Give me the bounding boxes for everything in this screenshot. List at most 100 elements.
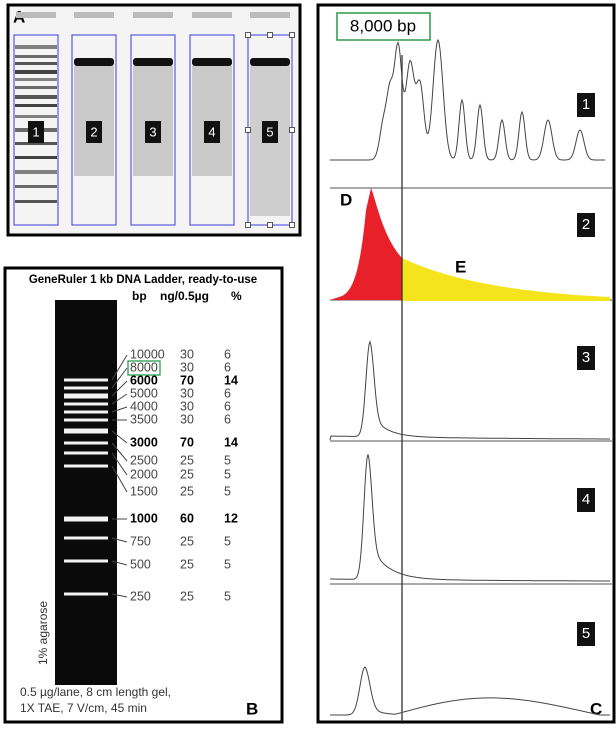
gel-band: [64, 387, 108, 390]
size-bp: 2000: [130, 467, 158, 481]
percent: 6: [224, 386, 231, 400]
ladder-band: [15, 200, 57, 203]
size-bp: 4000: [130, 399, 158, 413]
main-band: [250, 58, 290, 66]
size-bp: 5000: [130, 386, 158, 400]
percent: 5: [224, 484, 231, 498]
gel-band: [64, 411, 108, 414]
column-header: bp: [132, 289, 147, 303]
main-band: [133, 58, 173, 66]
size-bp: 1500: [130, 484, 158, 498]
size-bp: 8000: [130, 360, 158, 374]
ladder-band: [15, 170, 57, 174]
lane-well: [250, 12, 290, 18]
ladder-band: [15, 104, 57, 107]
lane-well: [133, 12, 173, 18]
figure: A GeneRuler 1 kb DNA Ladder, ready-to-us…: [0, 0, 616, 729]
ladder-gel: [55, 300, 117, 685]
gel-note: 1% agarose: [36, 601, 50, 665]
page: { "panel_a": {"label": "A", "lanes": ["1…: [0, 0, 616, 729]
peak-label: D: [340, 190, 352, 209]
mass-ng: 70: [180, 373, 194, 387]
size-bp: 3000: [130, 435, 158, 449]
mass-ng: 30: [180, 412, 194, 426]
percent: 14: [224, 435, 238, 449]
column-header: ng/0.5µg: [160, 289, 209, 303]
gel-band: [64, 394, 108, 399]
percent: 5: [224, 557, 231, 571]
ladder-band: [15, 55, 57, 58]
lane-number: 4: [208, 124, 215, 139]
gel-band: [64, 537, 108, 540]
panel-label: B: [246, 699, 258, 718]
gel-band: [64, 465, 108, 468]
percent: 6: [224, 360, 231, 374]
percent: 5: [224, 453, 231, 467]
panel-c-frame: [318, 5, 614, 722]
panel-label: C: [590, 699, 602, 718]
trace-number: 4: [582, 491, 590, 508]
column-header: %: [231, 289, 242, 303]
selection-handle: [246, 128, 251, 133]
mass-ng: 30: [180, 386, 194, 400]
gel-band: [64, 593, 108, 596]
percent: 6: [224, 412, 231, 426]
percent: 14: [224, 373, 238, 387]
mass-ng: 25: [180, 484, 194, 498]
peak-label: E: [455, 257, 466, 276]
percent: 5: [224, 534, 231, 548]
lane-number: 2: [90, 124, 97, 139]
gel-band: [64, 403, 108, 406]
gel-band: [64, 517, 108, 522]
size-bp: 250: [130, 589, 151, 603]
mass-ng: 25: [180, 534, 194, 548]
trace-number: 1: [582, 96, 590, 113]
trace-number: 3: [582, 349, 590, 366]
lane-number: 1: [32, 124, 39, 139]
footnote: 1X TAE, 7 V/cm, 45 min: [20, 701, 147, 715]
size-bp: 1000: [130, 511, 158, 525]
trace-number: 5: [582, 625, 590, 642]
ladder-band: [15, 115, 57, 118]
mass-ng: 25: [180, 453, 194, 467]
mass-ng: 30: [180, 347, 194, 361]
gel-band: [64, 560, 108, 563]
gel-band: [64, 429, 108, 434]
gel-band: [64, 452, 108, 455]
main-band: [192, 58, 232, 66]
selection-handle: [290, 223, 295, 228]
lane-number: 5: [266, 124, 273, 139]
selection-handle: [290, 33, 295, 38]
ladder-band: [15, 62, 57, 65]
percent: 5: [224, 467, 231, 481]
lane-number: 3: [149, 124, 156, 139]
percent: 12: [224, 511, 238, 525]
marker-label: 8,000 bp: [350, 16, 416, 35]
gel-band: [64, 442, 108, 445]
footnote: 0.5 µg/lane, 8 cm length gel,: [20, 685, 171, 699]
size-bp: 6000: [130, 373, 158, 387]
ladder-band: [15, 95, 57, 99]
selection-handle: [246, 33, 251, 38]
lane-well: [74, 12, 114, 18]
ladder-band: [15, 45, 57, 49]
mass-ng: 60: [180, 511, 194, 525]
size-bp: 500: [130, 557, 151, 571]
lane-well: [192, 12, 232, 18]
lane-well: [16, 12, 56, 18]
mass-ng: 25: [180, 467, 194, 481]
mass-ng: 30: [180, 360, 194, 374]
ladder-band: [15, 86, 57, 89]
ladder-band: [15, 78, 57, 81]
selection-handle: [268, 223, 273, 228]
selection-handle: [246, 223, 251, 228]
main-band: [74, 58, 114, 66]
size-bp: 3500: [130, 412, 158, 426]
ladder-band: [15, 185, 57, 188]
gel-band: [64, 379, 108, 382]
mass-ng: 30: [180, 399, 194, 413]
mass-ng: 70: [180, 435, 194, 449]
ladder-band: [15, 156, 57, 159]
mass-ng: 25: [180, 589, 194, 603]
mass-ng: 25: [180, 557, 194, 571]
